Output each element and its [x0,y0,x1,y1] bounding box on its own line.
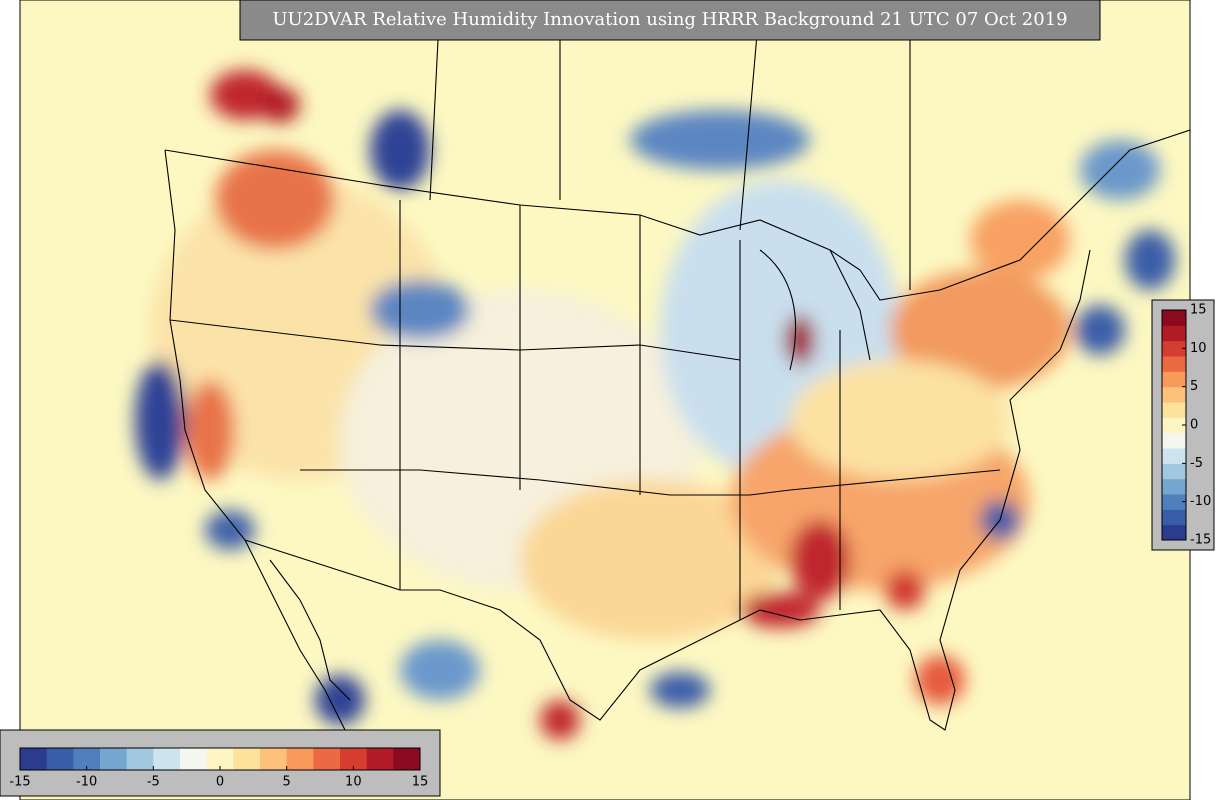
colorbar-swatch [73,748,101,770]
colorbar-swatch [1162,386,1186,403]
colorbar-tick-label: -5 [1190,456,1203,471]
colorbar-swatch [180,748,208,770]
colorbar-swatch [1162,524,1186,541]
colorbar-swatch [126,748,154,770]
colorbar-swatch [313,748,341,770]
colorbar-tick-label: -5 [147,775,160,790]
colorbar-swatch [1162,340,1186,357]
colorbar-swatch [1162,463,1186,480]
colorbar-swatch [1162,325,1186,342]
colorbar-swatch [1162,432,1186,449]
map-title: UU2DVAR Relative Humidity Innovation usi… [272,9,1067,30]
colorbar-tick-label: 5 [283,775,291,790]
title-background [239,0,1101,41]
colorbar-swatch [1162,417,1186,434]
colorbar-tick-label: -10 [1190,494,1211,509]
colorbar-tick-label: -15 [1190,533,1211,548]
colorbar-tick-label: 0 [216,775,224,790]
colorbar-swatch [1162,448,1186,464]
field-blobs [135,70,1175,740]
colorbar-tick-label: -15 [9,775,30,790]
title-box: UU2DVAR Relative Humidity Innovation usi… [239,0,1101,41]
colorbar-swatch [393,748,421,770]
colorbar-swatch [1162,310,1186,326]
colorbar-horizontal: -15 -10 -5 0 5 10 15 [0,729,441,797]
colorbar-swatch [1162,478,1186,495]
colorbar-swatch [100,748,128,770]
colorbar-tick-label: -10 [76,775,97,790]
colorbar-tick-label: 10 [1190,341,1207,356]
colorbar-tick-label: 5 [1190,379,1198,394]
colorbar-swatch [286,748,314,770]
colorbar-swatch [233,748,261,770]
colorbar-swatch [1162,371,1186,388]
colorbar-swatch [20,748,48,770]
boundaries [164,0,1190,781]
colorbar-tick-label: 10 [345,775,362,790]
colorbar-swatch [153,748,181,770]
colorbar-swatch [1162,509,1186,526]
colorbar-swatch [1162,402,1186,418]
colorbar-swatch [206,748,234,770]
colorbar-swatch [340,748,368,770]
colorbar-tick-label: 15 [1190,303,1207,318]
colorbar-swatch [1162,356,1186,372]
colorbar-swatch [46,748,74,770]
colorbar-tick-label: 0 [1190,418,1198,433]
colorbar-swatch [366,748,394,770]
humidity-field [20,0,1190,800]
colorbar-vertical: 15 10 5 0 -5 -10 -15 [1151,299,1215,551]
colorbar-swatch [1162,494,1186,510]
colorbar-tick-label: 15 [412,775,429,790]
colorbar-swatch [260,748,288,770]
